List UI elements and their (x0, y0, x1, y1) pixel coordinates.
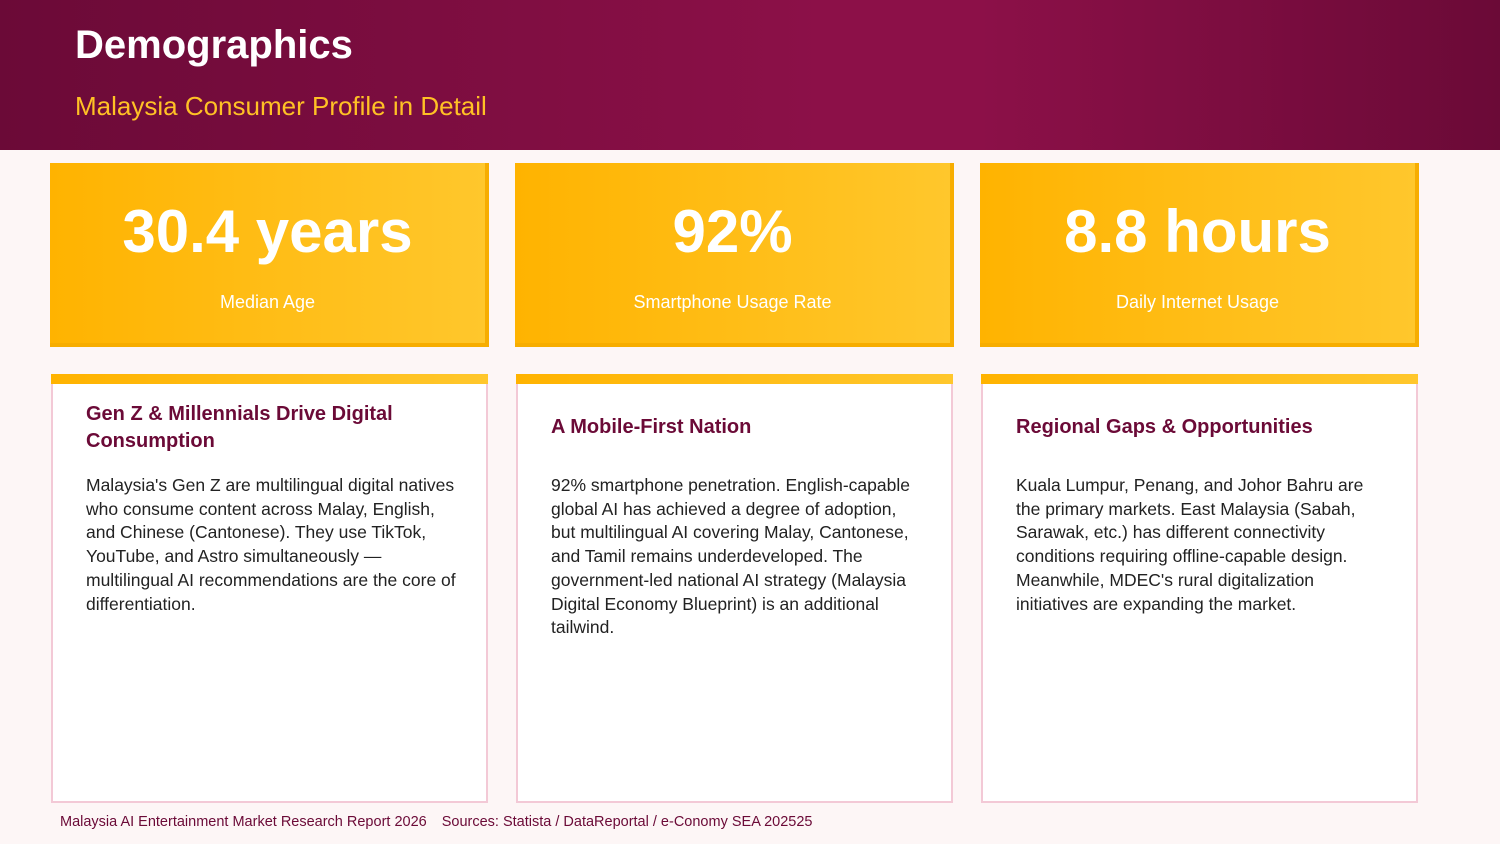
stat-label: Smartphone Usage Rate (633, 292, 832, 312)
page-subtitle: Malaysia Consumer Profile in Detail (75, 91, 487, 121)
card-body: Malaysia's Gen Z are multilingual digita… (86, 475, 456, 614)
card-accent-bar (51, 374, 488, 384)
footer-report-name: Malaysia AI Entertainment Market Researc… (60, 814, 427, 830)
stat-card-smartphone-usage: 92% Smartphone Usage Rate (515, 163, 954, 347)
stat-card-internet-usage: 8.8 hours Daily Internet Usage (980, 163, 1419, 347)
info-card-gen-z: Gen Z & Millennials Drive Digital Consum… (51, 374, 488, 803)
stat-card-median-age: 30.4 years Median Age (50, 163, 489, 347)
info-card-regional-gaps: Regional Gaps & Opportunities Kuala Lump… (981, 374, 1418, 803)
info-card-mobile-first: A Mobile-First Nation 92% smartphone pen… (516, 374, 953, 803)
card-accent-bar (981, 374, 1418, 384)
page-title: Demographics (75, 23, 353, 67)
stat-label: Median Age (219, 292, 316, 312)
card-title: Regional Gaps & Opportunities (1016, 416, 1313, 438)
stat-value: 30.4 years (122, 198, 413, 265)
footer: Malaysia AI Entertainment Market Researc… (60, 812, 812, 832)
card-title: A Mobile-First Nation (551, 416, 752, 438)
stat-value: 92% (672, 198, 793, 265)
card-body: Kuala Lumpur, Penang, and Johor Bahru ar… (1016, 475, 1364, 614)
stat-label: Daily Internet Usage (1115, 292, 1280, 312)
footer-sources: Sources: Statista / DataReportal / e-Con… (441, 814, 813, 830)
header-banner: Demographics Malaysia Consumer Profile i… (0, 0, 1500, 150)
card-accent-bar (516, 374, 953, 384)
stat-value: 8.8 hours (1064, 198, 1331, 265)
card-body: 92% smartphone penetration. English-capa… (551, 475, 910, 638)
card-title: Gen Z & Millennials Drive Digital Consum… (86, 403, 393, 452)
